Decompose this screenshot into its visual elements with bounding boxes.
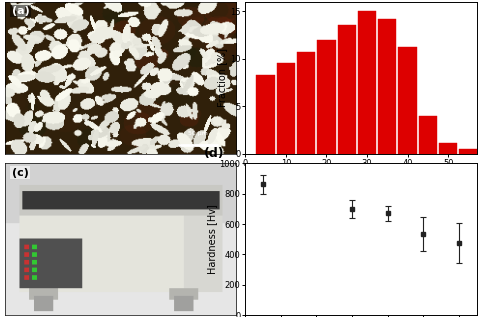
X-axis label: Size [μm]: Size [μm] [338,169,384,179]
Bar [318,40,336,154]
Bar [439,144,457,154]
Bar [256,75,275,154]
Text: 50 μm: 50 μm [188,131,208,136]
Y-axis label: Hardness [Hv]: Hardness [Hv] [206,204,217,274]
Text: (d): (d) [204,147,224,160]
Text: (c): (c) [11,168,29,178]
Bar [297,52,315,154]
Y-axis label: Fraction [%]: Fraction [%] [217,48,227,107]
Bar [399,47,417,154]
Bar [277,63,295,154]
Bar [419,116,437,154]
Bar [338,25,356,154]
Bar [459,149,478,154]
Bar [358,11,376,154]
Bar [378,19,397,154]
Text: (a): (a) [11,6,30,16]
